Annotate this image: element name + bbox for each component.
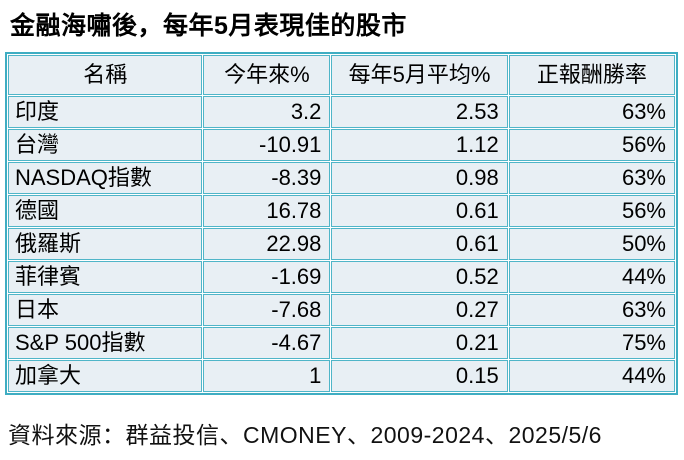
cell-value: 56% bbox=[508, 129, 675, 161]
cell-value: 0.61 bbox=[331, 195, 508, 227]
cell-value: 0.27 bbox=[331, 294, 508, 326]
cell-value: 22.98 bbox=[203, 228, 331, 260]
column-header-ytd-percent: 今年來% bbox=[203, 55, 331, 95]
cell-value: -1.69 bbox=[203, 261, 331, 293]
table-row: 俄羅斯 22.98 0.61 50% bbox=[8, 228, 675, 260]
table-row: 印度 3.2 2.53 63% bbox=[8, 96, 675, 128]
cell-value: 44% bbox=[508, 360, 675, 392]
cell-value: 63% bbox=[508, 294, 675, 326]
page-title: 金融海嘯後，每年5月表現佳的股市 bbox=[10, 12, 407, 40]
cell-market-name: 台灣 bbox=[8, 129, 203, 161]
cell-value: 0.61 bbox=[331, 228, 508, 260]
cell-value: 16.78 bbox=[203, 195, 331, 227]
column-header-may-average-percent: 每年5月平均% bbox=[331, 55, 508, 95]
cell-value: 2.53 bbox=[331, 96, 508, 128]
source-note: 資料來源：群益投信、CMONEY、2009-2024、2025/5/6 bbox=[8, 422, 602, 448]
cell-market-name: 德國 bbox=[8, 195, 203, 227]
cell-value: 3.2 bbox=[203, 96, 331, 128]
cell-value: -10.91 bbox=[203, 129, 331, 161]
cell-market-name: 俄羅斯 bbox=[8, 228, 203, 260]
cell-market-name: NASDAQ指數 bbox=[8, 162, 203, 194]
cell-market-name: S&P 500指數 bbox=[8, 327, 203, 359]
cell-value: 44% bbox=[508, 261, 675, 293]
cell-value: 0.52 bbox=[331, 261, 508, 293]
table-row: S&P 500指數 -4.67 0.21 75% bbox=[8, 327, 675, 359]
cell-value: 0.15 bbox=[331, 360, 508, 392]
cell-value: 63% bbox=[508, 162, 675, 194]
data-table: 名稱 今年來% 每年5月平均% 正報酬勝率 印度 3.2 2.53 63% 台灣 -10.… bbox=[5, 52, 678, 395]
cell-market-name: 菲律賓 bbox=[8, 261, 203, 293]
table-body: 印度 3.2 2.53 63% 台灣 -10.91 1.12 56% NASDAQ指數 -8.39… bbox=[8, 96, 675, 392]
cell-value: -8.39 bbox=[203, 162, 331, 194]
header-row: 名稱 今年來% 每年5月平均% 正報酬勝率 bbox=[8, 55, 675, 95]
table-row: 台灣 -10.91 1.12 56% bbox=[8, 129, 675, 161]
table-row: 菲律賓 -1.69 0.52 44% bbox=[8, 261, 675, 293]
cell-market-name: 印度 bbox=[8, 96, 203, 128]
table-row: NASDAQ指數 -8.39 0.98 63% bbox=[8, 162, 675, 194]
cell-value: 1 bbox=[203, 360, 331, 392]
column-header-name: 名稱 bbox=[8, 55, 203, 95]
table-row: 日本 -7.68 0.27 63% bbox=[8, 294, 675, 326]
cell-value: -4.67 bbox=[203, 327, 331, 359]
cell-market-name: 日本 bbox=[8, 294, 203, 326]
cell-value: 0.21 bbox=[331, 327, 508, 359]
cell-value: -7.68 bbox=[203, 294, 331, 326]
cell-value: 63% bbox=[508, 96, 675, 128]
table-row: 加拿大 1 0.15 44% bbox=[8, 360, 675, 392]
cell-value: 1.12 bbox=[331, 129, 508, 161]
cell-value: 0.98 bbox=[331, 162, 508, 194]
table-row: 德國 16.78 0.61 56% bbox=[8, 195, 675, 227]
column-header-positive-return-win-rate: 正報酬勝率 bbox=[508, 55, 675, 95]
cell-value: 75% bbox=[508, 327, 675, 359]
cell-market-name: 加拿大 bbox=[8, 360, 203, 392]
cell-value: 56% bbox=[508, 195, 675, 227]
cell-value: 50% bbox=[508, 228, 675, 260]
